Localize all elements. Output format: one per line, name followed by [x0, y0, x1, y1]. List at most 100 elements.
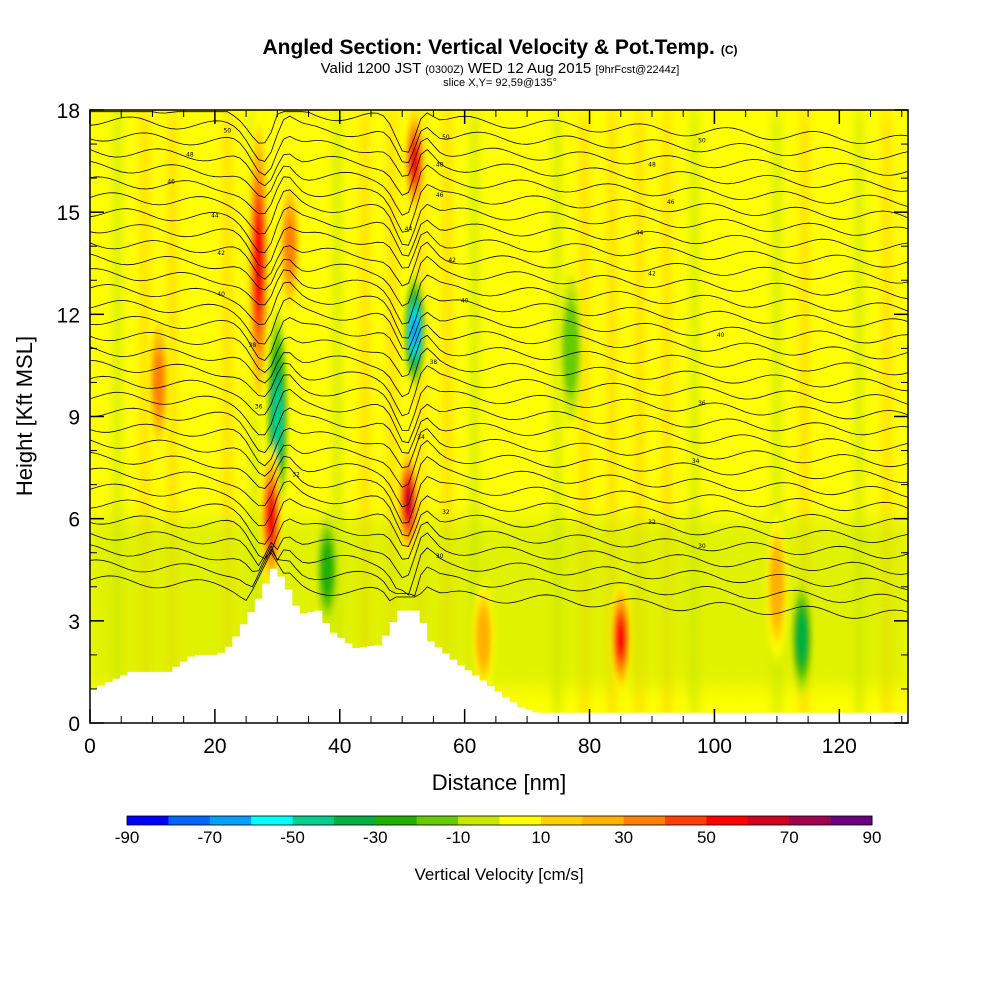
isotherm-line — [90, 253, 908, 307]
x-tick-label: 80 — [578, 735, 601, 758]
isotherm-line — [90, 315, 908, 361]
updraft-cell — [770, 548, 784, 625]
downdraft-cell — [320, 540, 334, 600]
terrain — [90, 568, 908, 723]
isotherm-label: 32 — [442, 509, 450, 516]
forecast-info: [9hrFcst@2244z] — [595, 64, 680, 76]
field-stripe — [689, 110, 700, 723]
colorbar-swatch — [623, 816, 666, 825]
isotherm-line — [90, 531, 908, 579]
title-unit: (C) — [720, 43, 738, 57]
isotherm-label: 48 — [648, 161, 656, 168]
colorbar-tick-label: -30 — [363, 828, 388, 847]
colorbar-swatch — [499, 816, 542, 825]
isotherm-line — [90, 551, 908, 619]
field-stripe — [771, 110, 782, 723]
downdraft-cell — [562, 298, 579, 398]
isotherm-label: 44 — [211, 213, 219, 220]
isotherm-line — [90, 224, 908, 269]
colorbar-swatch — [375, 816, 418, 825]
field-stripe — [469, 110, 480, 723]
velocity-field — [90, 110, 908, 723]
colorbar-swatch — [127, 816, 169, 825]
isotherm-label: 30 — [698, 543, 706, 550]
valid-utc: (0300Z) — [425, 64, 464, 76]
isotherm-line — [90, 176, 908, 233]
isotherm-label: 30 — [436, 553, 444, 560]
valid-time: Valid 1200 JST — [320, 60, 421, 77]
isotherm-line — [90, 548, 908, 603]
isotherm-line — [90, 115, 908, 164]
field-stripe — [552, 110, 563, 723]
isotherm-label: 44 — [636, 230, 644, 237]
colorbar-frame — [126, 815, 873, 826]
isotherm-line — [90, 451, 908, 508]
isotherm-line — [90, 189, 908, 246]
downdraft-cell — [410, 314, 419, 349]
updraft-cell — [284, 214, 296, 278]
isotherm-label: 38 — [430, 359, 438, 366]
colorbar-swatch — [251, 816, 294, 825]
field-stripe — [799, 110, 810, 723]
isotherm-line — [90, 439, 908, 488]
isotherm-line — [90, 374, 908, 431]
field-stripe — [442, 110, 453, 723]
colorbar-swatch — [540, 816, 583, 825]
x-tick-label: 100 — [697, 735, 732, 758]
field-stripe — [414, 110, 425, 723]
colorbar-swatch — [292, 816, 335, 825]
isotherm-line — [90, 515, 908, 560]
field-stripe — [304, 110, 315, 723]
colorbar-swatch — [830, 816, 873, 825]
isotherm-label: 46 — [167, 179, 175, 186]
y-tick-label: 9 — [68, 407, 80, 430]
y-tick-label: 0 — [68, 713, 80, 736]
isotherm-line — [90, 240, 908, 287]
colorbar-tick-label: -70 — [197, 828, 222, 847]
isotherm-line — [90, 160, 908, 216]
colorbar-tick-label: 90 — [863, 828, 882, 847]
isotherm-line — [90, 544, 908, 596]
isotherm-label: 50 — [224, 127, 232, 134]
isotherm-label: 48 — [436, 161, 444, 168]
x-tick-label: 0 — [84, 735, 96, 758]
isotherm-label: 48 — [186, 151, 194, 158]
field-stripe — [497, 110, 508, 723]
x-tick-label: 20 — [203, 735, 226, 758]
colorbar-label: Vertical Velocity [cm/s] — [414, 865, 583, 884]
isotherm-label: 44 — [405, 226, 413, 233]
field-stripe — [607, 110, 618, 723]
colorbar-swatch — [333, 816, 376, 825]
isotherm-line — [90, 388, 908, 444]
field-stripe — [222, 110, 233, 723]
colorbar-swatch — [168, 816, 211, 825]
isotherm-line — [90, 360, 908, 417]
x-tick-label: 40 — [328, 735, 351, 758]
colorbar: -90 -70 -50 -30 -10 10 30 50 70 90 — [115, 815, 882, 847]
updraft-cell — [616, 619, 626, 657]
isotherm-label: 36 — [698, 400, 706, 407]
isotherm-line — [90, 407, 908, 454]
updraft-cell — [404, 484, 413, 519]
updraft-cell — [476, 608, 490, 668]
y-tick-label: 6 — [68, 509, 80, 532]
colorbar-tick-label: -10 — [446, 828, 471, 847]
isotherm-label: 42 — [217, 250, 225, 257]
updraft-cell — [254, 215, 264, 312]
isotherm-line — [90, 480, 908, 537]
colorbar-swatch — [582, 816, 625, 825]
colorbar-swatch — [747, 816, 790, 825]
isotherm-line — [90, 423, 908, 469]
field-stripe — [579, 110, 590, 723]
field-stripe — [854, 110, 865, 723]
field-stripe — [249, 110, 260, 723]
slice-info: slice X,Y= 92,59@135° — [443, 77, 557, 89]
downdraft-cell — [796, 613, 808, 663]
isotherm-label: 32 — [648, 519, 656, 526]
isotherm-labels: 50 50 50 48 48 48 46 46 46 44 44 44 42 42 42 40 40 40 38 38… — [167, 127, 724, 560]
title-text: Angled Section: Vertical Velocity & Pot.… — [262, 36, 715, 59]
colorbar-tick-label: 30 — [614, 828, 633, 847]
isotherm-line — [90, 148, 908, 196]
field-stripe — [716, 110, 727, 723]
y-tick-label: 3 — [68, 611, 80, 634]
